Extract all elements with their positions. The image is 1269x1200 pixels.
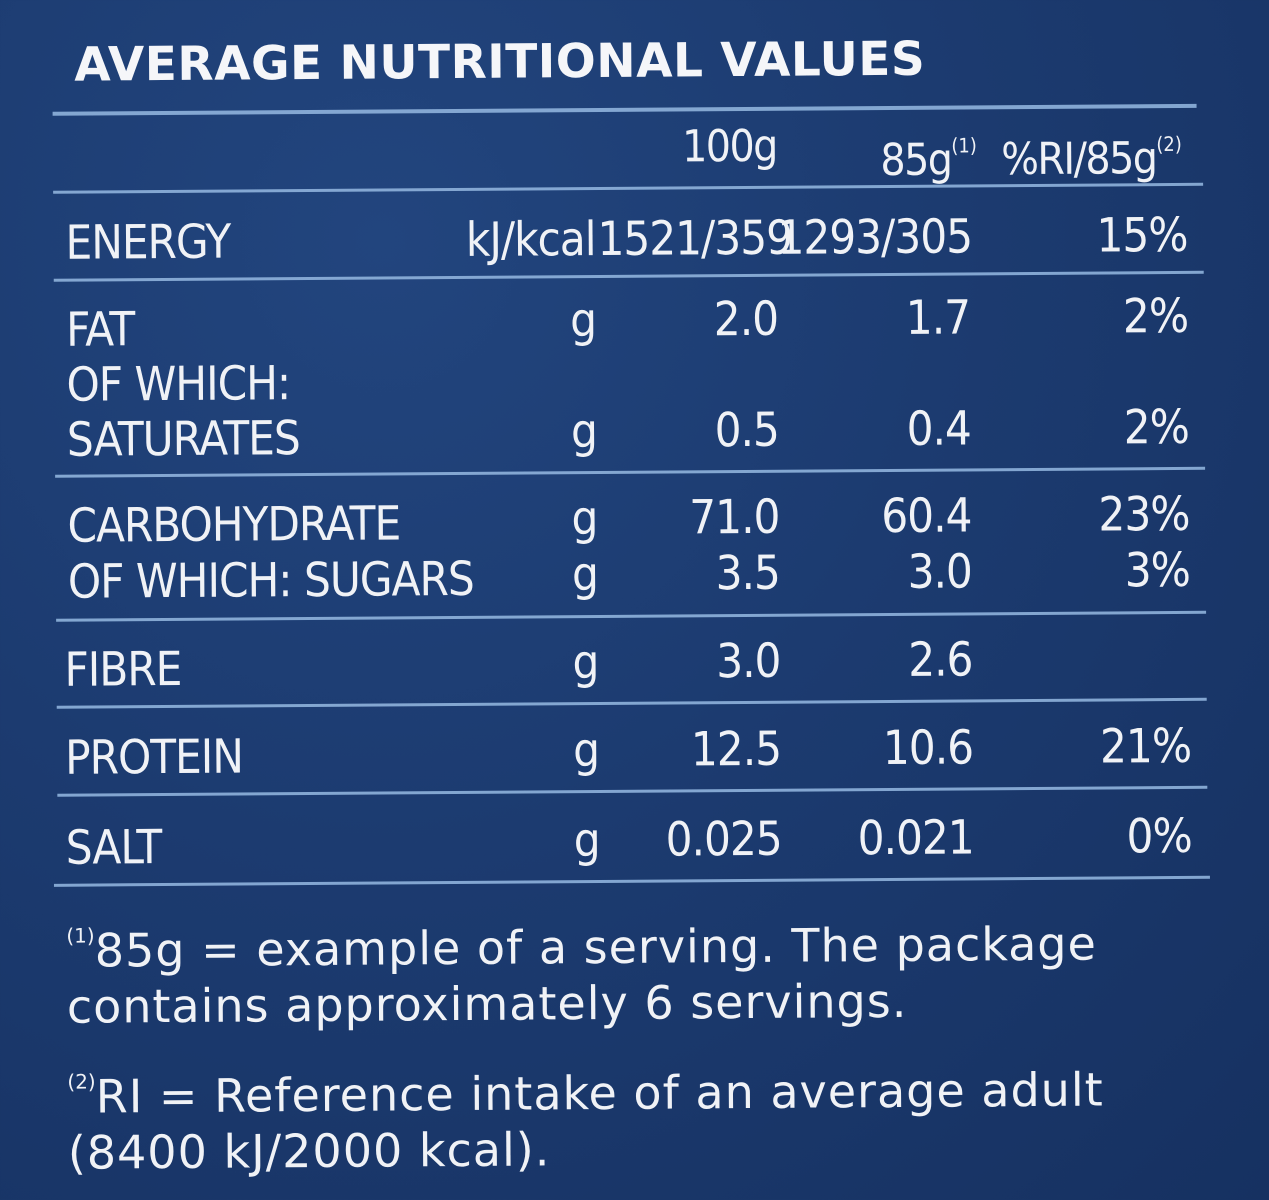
row-carbohydrate-unit: g xyxy=(571,491,598,547)
row-fibre-perserving: 2.6 xyxy=(908,632,973,688)
row-carbohydrate-per100: 71.0 xyxy=(689,489,780,546)
row-protein-label: PROTEIN xyxy=(64,729,244,786)
footnote-2-marker: (2) xyxy=(67,1069,96,1094)
row-carbohydrate-label: CARBOHYDRATE xyxy=(67,496,401,554)
col-header-ri-text: %RI/85g xyxy=(1001,133,1157,186)
divider-energy xyxy=(53,270,1204,282)
row-energy-label: ENERGY xyxy=(65,214,231,271)
row-energy-unit: kJ/kcal xyxy=(465,212,596,268)
row-energy-ri: 15% xyxy=(1096,207,1188,264)
divider-protein xyxy=(57,785,1208,797)
row-saturates-perserving: 0.4 xyxy=(906,401,972,457)
row-salt-perserving: 0.021 xyxy=(857,810,974,867)
footnote-1-line-2: contains approximately 6 servings. xyxy=(66,973,908,1034)
row-saturates-unit: g xyxy=(570,404,598,460)
row-ofwhich-label: OF WHICH: xyxy=(66,356,291,413)
divider-fibre xyxy=(56,697,1207,709)
divider-salt xyxy=(53,875,1210,887)
row-energy-perserving: 1293/305 xyxy=(777,209,973,266)
row-sugars-label: OF WHICH: SUGARS xyxy=(67,551,474,610)
row-protein-ri: 21% xyxy=(1099,718,1192,775)
footnote-1-text-1: 85g = example of a serving. The package xyxy=(94,916,1098,978)
footnote-marker-1: (1) xyxy=(951,133,977,158)
row-fat-ri: 2% xyxy=(1122,288,1189,345)
footnote-2-line-2: (8400 kJ/2000 kcal). xyxy=(67,1122,551,1180)
row-sugars-ri: 3% xyxy=(1124,542,1190,599)
row-fibre-per100: 3.0 xyxy=(716,633,781,690)
row-saturates-ri: 2% xyxy=(1123,399,1190,456)
row-protein-unit: g xyxy=(573,723,600,779)
row-salt-per100: 0.025 xyxy=(665,811,782,868)
col-header-85g-text: 85g xyxy=(880,134,952,187)
row-carbohydrate-perserving: 60.4 xyxy=(881,488,972,545)
row-fat-perserving: 1.7 xyxy=(905,290,971,346)
row-protein-perserving: 10.6 xyxy=(882,720,974,777)
divider-fat xyxy=(55,466,1206,478)
row-fat-label: FAT xyxy=(65,302,135,358)
divider-title xyxy=(52,103,1197,116)
row-sugars-unit: g xyxy=(571,547,599,603)
footnote-marker-2: (2) xyxy=(1156,131,1182,157)
row-fat-per100: 2.0 xyxy=(713,291,779,348)
row-salt-label: SALT xyxy=(65,820,162,876)
label-title: AVERAGE NUTRITIONAL VALUES xyxy=(74,31,926,93)
row-sugars-per100: 3.5 xyxy=(715,545,781,602)
row-saturates-per100: 0.5 xyxy=(714,402,780,459)
footnote-1: (1)85g = example of a serving. The packa… xyxy=(66,900,1227,1035)
footnote-1-marker: (1) xyxy=(66,923,95,948)
row-energy-per100: 1521/359 xyxy=(597,210,793,268)
row-sugars-perserving: 3.0 xyxy=(907,544,973,600)
col-header-100g: 100g xyxy=(597,120,778,173)
footnote-1-line-1: (1)85g = example of a serving. The packa… xyxy=(66,900,1226,979)
row-salt-unit: g xyxy=(573,813,600,869)
row-carbohydrate-ri: 23% xyxy=(1098,486,1190,543)
row-salt-ri: 0% xyxy=(1126,808,1192,865)
col-header-100g-text: 100g xyxy=(681,120,778,173)
row-fibre-ri xyxy=(1040,632,1190,633)
col-header-85g: 85g(1) xyxy=(787,120,977,186)
row-fibre-label: FIBRE xyxy=(64,641,182,698)
row-fibre-unit: g xyxy=(572,635,599,691)
divider-header xyxy=(53,182,1204,194)
row-saturates-label: SATURATES xyxy=(66,411,300,468)
divider-carbohydrate xyxy=(56,610,1207,622)
row-fat-unit: g xyxy=(569,293,597,349)
footnote-2: (2)RI = Reference intake of an average a… xyxy=(67,1046,1228,1181)
col-header-ri: %RI/85g(2) xyxy=(982,119,1182,185)
footnote-2-text-1: RI = Reference intake of an average adul… xyxy=(95,1062,1104,1124)
row-protein-per100: 12.5 xyxy=(690,721,782,778)
footnote-2-line-1: (2)RI = Reference intake of an average a… xyxy=(67,1046,1227,1125)
